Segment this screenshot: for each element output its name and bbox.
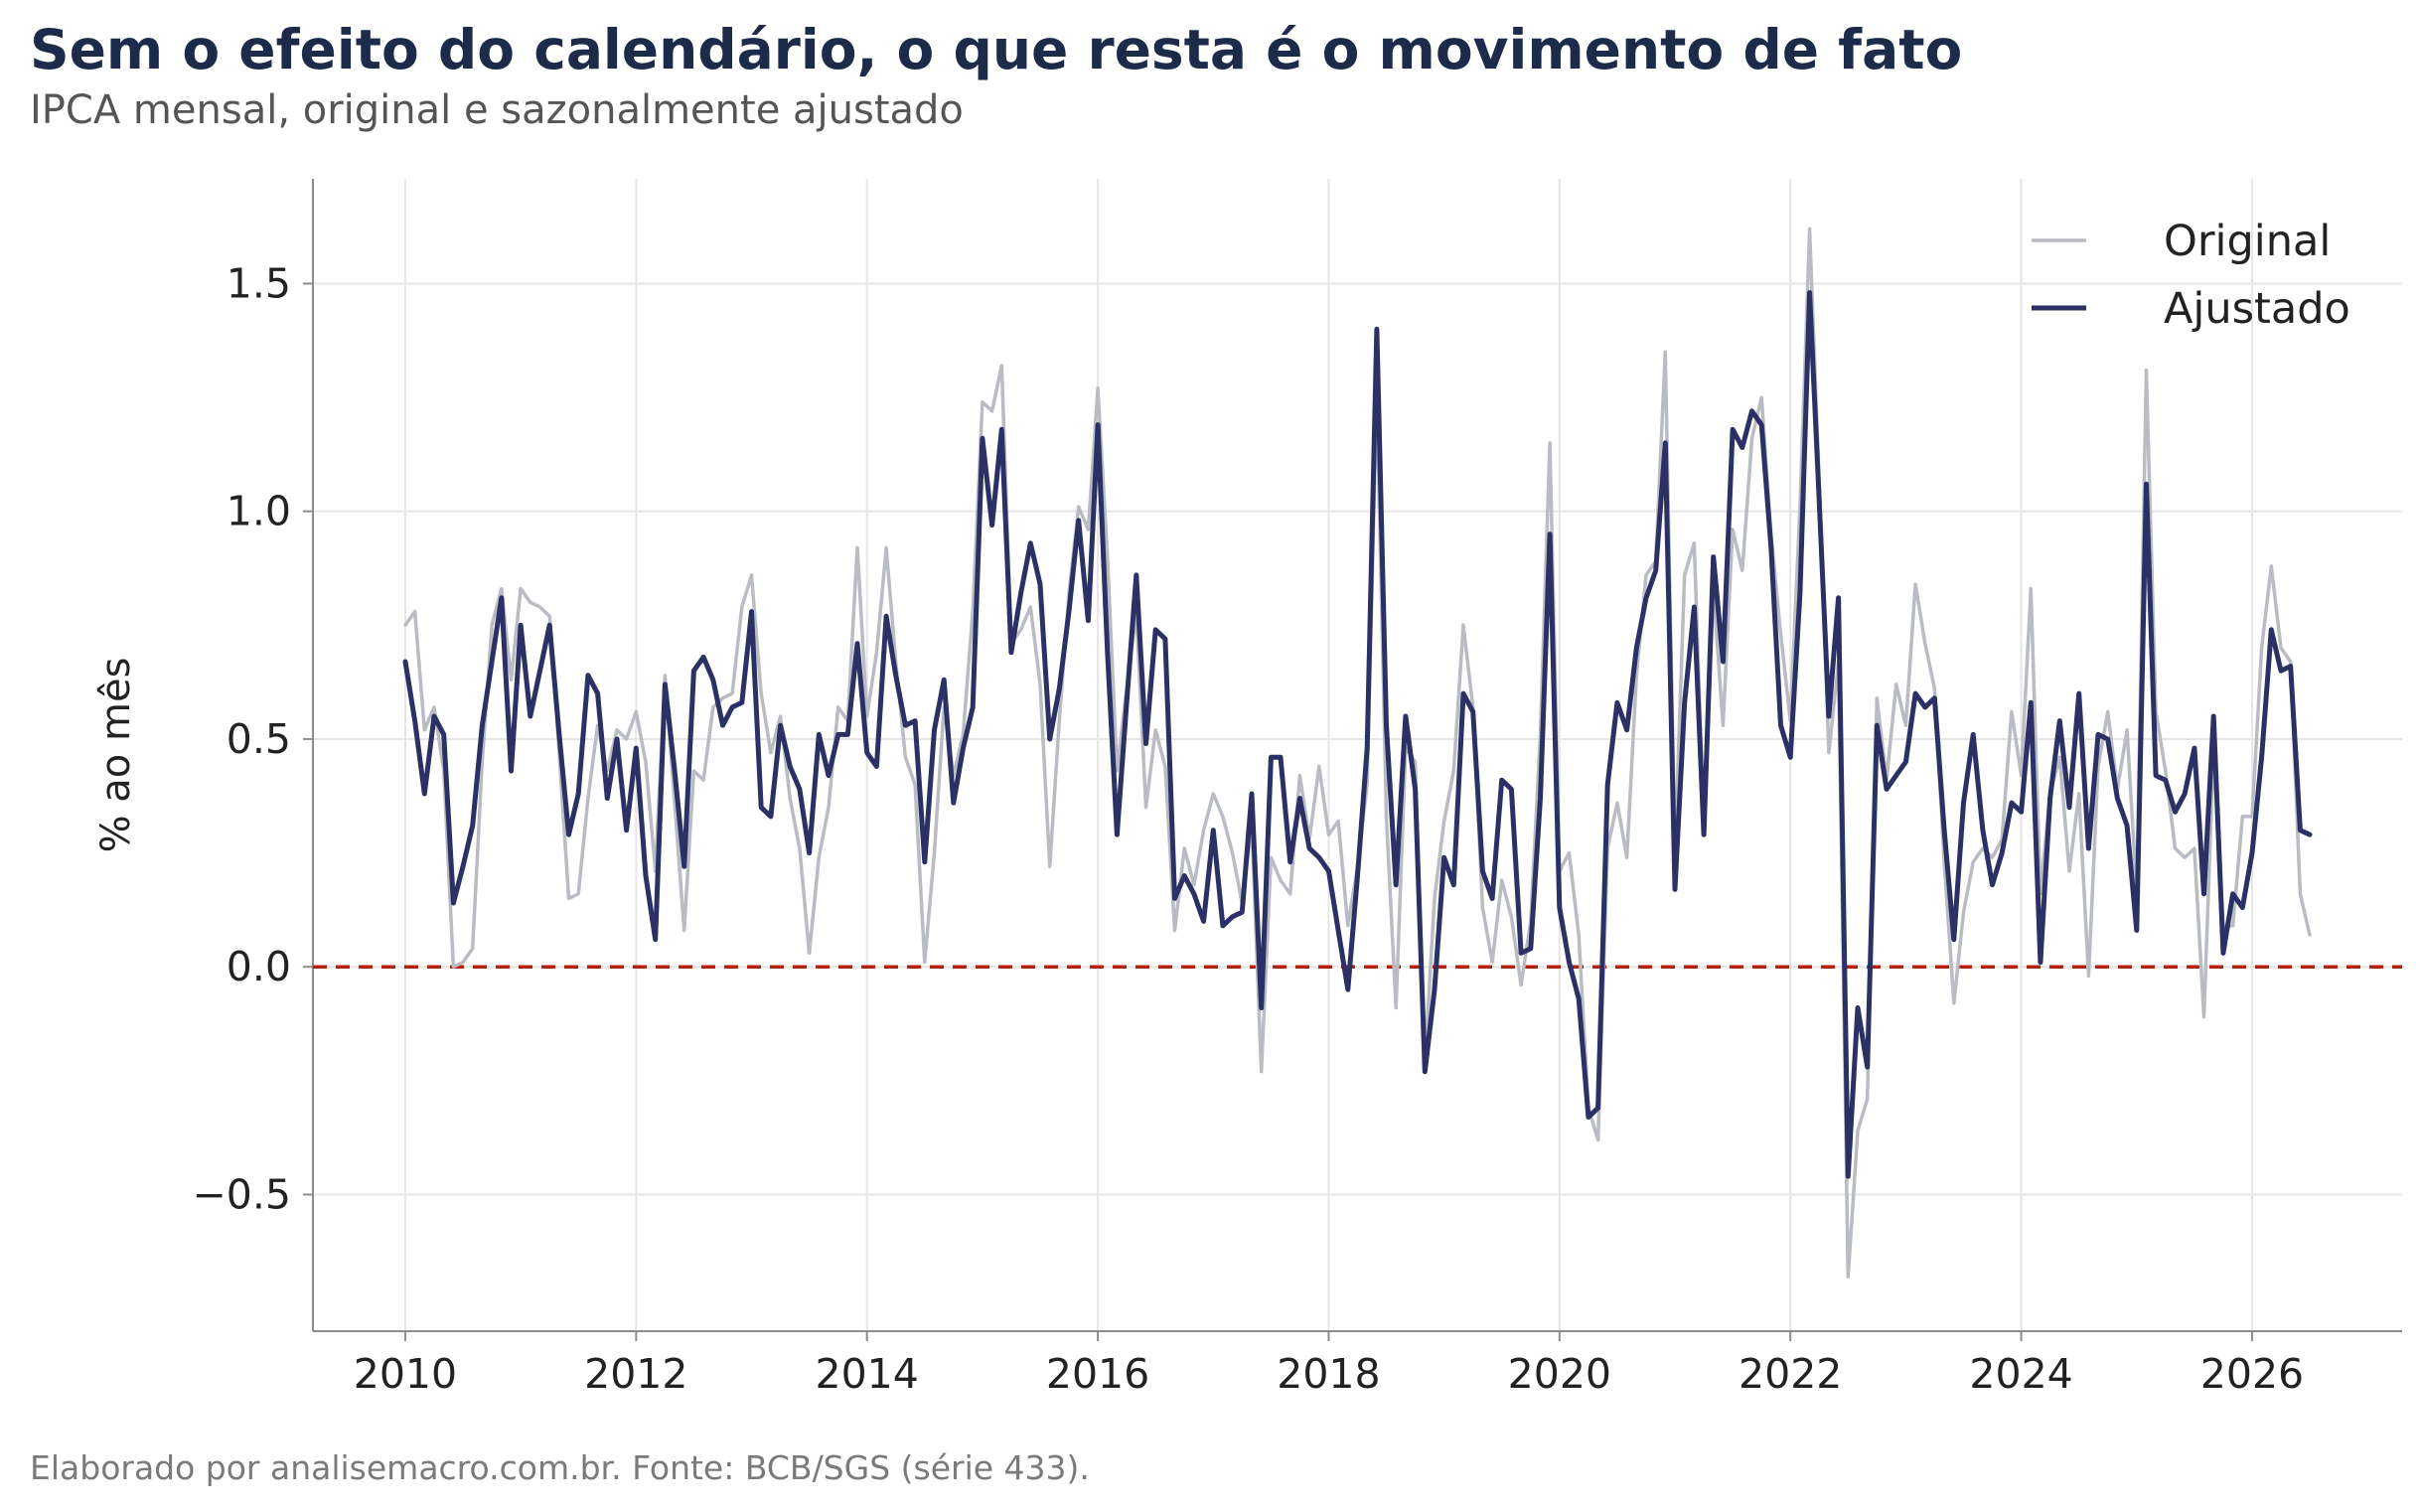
y-axis-label: % ao mês: [93, 658, 139, 853]
y-tick-label: 1.5: [227, 259, 291, 307]
x-tick-label: 2026: [2200, 1350, 2304, 1398]
y-tick-label: −0.5: [192, 1170, 291, 1218]
source-note: Elaborado por analisemacro.com.br. Fonte…: [30, 1448, 1090, 1487]
axes: [312, 179, 2402, 1332]
x-tick-label: 2022: [1739, 1350, 1842, 1398]
x-tick-label: 2020: [1508, 1350, 1611, 1398]
x-tick-label: 2012: [584, 1350, 687, 1398]
page-title: Sem o efeito do calendário, o que resta …: [30, 18, 1963, 81]
page-subtitle: IPCA mensal, original e sazonalmente aju…: [30, 87, 964, 133]
x-tick-label: 2014: [816, 1350, 919, 1398]
x-tick-label: 2016: [1046, 1350, 1149, 1398]
legend: Original Ajustado: [2032, 217, 2350, 334]
legend-label-original: Original: [2164, 217, 2331, 266]
legend-label-ajustado: Ajustado: [2164, 284, 2350, 334]
tick-labels: 2010 2012 2014 2016 2018 2020 2022 2024 2026 −0.5…: [192, 259, 2304, 1398]
y-tick-label: 1.0: [227, 488, 291, 535]
series-line-ajustado: [402, 290, 2313, 1179]
x-tick-label: 2018: [1277, 1350, 1380, 1398]
grid-lines: [313, 179, 2402, 1331]
x-tick-label: 2024: [1969, 1350, 2072, 1398]
y-tick-label: 0.0: [227, 943, 291, 990]
series-lines: [402, 227, 2313, 1279]
x-tick-label: 2010: [354, 1350, 457, 1398]
y-tick-label: 0.5: [227, 715, 291, 763]
